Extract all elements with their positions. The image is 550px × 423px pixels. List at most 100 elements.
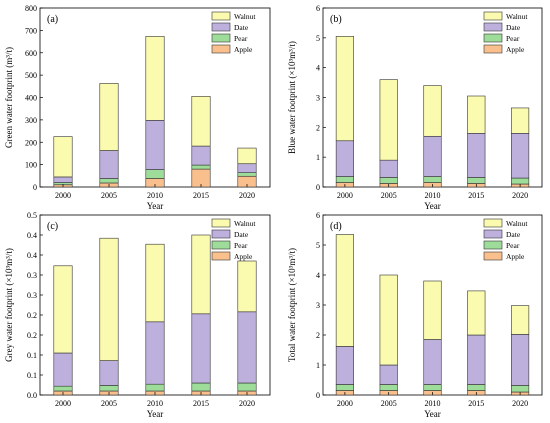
x-tick-label: 2005 <box>101 399 117 408</box>
bar-pear-2005 <box>99 385 119 392</box>
x-tick-label: 2020 <box>239 191 255 200</box>
bar-walnut-2010 <box>145 36 165 121</box>
bar-pear-2005 <box>379 384 398 391</box>
x-tick-label: 2010 <box>425 191 441 200</box>
legend-swatch-walnut <box>483 218 503 228</box>
legend-swatch-date <box>211 22 231 32</box>
x-tick-label: 2005 <box>381 399 397 408</box>
x-tick-label: 2005 <box>381 191 397 200</box>
y-tick-label: 0 <box>33 183 37 192</box>
x-tick-label: 2010 <box>425 399 441 408</box>
bar-date-2015 <box>467 133 486 178</box>
bar-pear-2000 <box>53 385 73 392</box>
bar-pear-2020 <box>237 172 257 177</box>
chart-panel-c: 0.0 0.1 0.1 0.2 0.2 0.3 0.3 0.4 0.4 0.5 2000 2005 20… <box>4 211 271 419</box>
bar-pear-2005 <box>99 178 119 184</box>
y-tick-label: 6 <box>316 4 320 13</box>
bar-walnut-2020 <box>237 147 257 165</box>
bar-date-2000 <box>335 140 354 177</box>
y-tick-label: 0.5 <box>27 211 37 220</box>
bar-pear-2020 <box>511 177 530 185</box>
bar-walnut-2015 <box>467 95 486 134</box>
bar-date-2010 <box>423 339 442 385</box>
bar-walnut-2005 <box>379 79 398 161</box>
bar-pear-2010 <box>423 384 442 391</box>
legend-swatch-walnut <box>211 11 231 21</box>
x-axis-title: Year <box>147 201 164 211</box>
bar-walnut-2020 <box>237 260 257 313</box>
bar-walnut-2010 <box>145 243 165 323</box>
y-tick-label: 0.4 <box>27 251 37 260</box>
bar-date-2020 <box>511 334 530 386</box>
bar-date-2000 <box>335 346 354 385</box>
bar-date-2015 <box>467 334 486 385</box>
x-tick-label: 2000 <box>55 399 71 408</box>
y-tick-label: 4 <box>316 64 320 73</box>
y-axis-title: Grey water footprint (×10³m³/t) <box>4 248 14 362</box>
bar-walnut-2000 <box>53 265 73 354</box>
y-tick-label: 0.4 <box>27 231 37 240</box>
y-tick-label: 1 <box>316 361 320 370</box>
legend-label-date: Date <box>506 230 521 239</box>
legend-label-walnut: Walnut <box>506 219 528 228</box>
bar-pear-2010 <box>145 169 165 179</box>
legend-label-date: Date <box>234 23 249 32</box>
bar-date-2000 <box>53 176 73 183</box>
legend-label-apple: Apple <box>234 45 253 54</box>
legend-swatch-date <box>483 229 503 239</box>
bar-date-2010 <box>145 321 165 385</box>
legend-swatch-date <box>211 229 231 239</box>
x-tick-label: 2020 <box>512 191 528 200</box>
bar-walnut-2010 <box>423 280 442 340</box>
bar-date-2005 <box>379 159 398 178</box>
legend-label-date: Date <box>506 23 521 32</box>
y-tick-label: 6 <box>316 211 320 220</box>
bar-date-2015 <box>191 313 211 384</box>
bar-date-2015 <box>191 145 211 166</box>
x-tick-label: 2020 <box>239 399 255 408</box>
x-tick-label: 2010 <box>147 399 163 408</box>
y-tick-label: 700 <box>25 26 37 35</box>
legend-label-walnut: Walnut <box>234 12 256 21</box>
y-tick-label: 0 <box>316 183 320 192</box>
legend-swatch-apple <box>211 251 231 261</box>
legend-label-pear: Pear <box>506 34 520 43</box>
x-axis-title: Year <box>424 409 441 419</box>
legend-label-pear: Pear <box>234 34 248 43</box>
bar-pear-2015 <box>191 164 211 170</box>
x-tick-label: 2015 <box>193 191 209 200</box>
y-tick-label: 2 <box>316 123 320 132</box>
bar-walnut-2000 <box>335 36 354 142</box>
bar-pear-2000 <box>335 384 354 391</box>
y-axis-title: Green water footprint (m³/t) <box>4 47 14 148</box>
y-tick-label: 600 <box>25 49 37 58</box>
bar-walnut-2015 <box>191 96 211 147</box>
bar-pear-2015 <box>467 384 486 391</box>
x-axis-title: Year <box>424 201 441 211</box>
y-tick-label: 0.2 <box>27 311 37 320</box>
bar-date-2020 <box>237 311 257 384</box>
y-tick-label: 5 <box>316 34 320 43</box>
x-tick-label: 2015 <box>193 399 209 408</box>
legend: Walnut Date Pear Apple <box>211 218 256 261</box>
bar-pear-2015 <box>191 382 211 392</box>
y-tick-label: 400 <box>25 94 37 103</box>
bar-date-2010 <box>145 120 165 170</box>
chart-panel-a: 0 100 200 300 400 500 600 700 800 2000 2005 2010 201… <box>4 4 271 211</box>
bar-walnut-2015 <box>467 290 486 336</box>
y-tick-label: 200 <box>25 138 37 147</box>
y-tick-label: 0.0 <box>27 391 37 400</box>
x-tick-label: 2005 <box>101 191 117 200</box>
y-tick-label: 1 <box>316 153 320 162</box>
legend-swatch-walnut <box>211 218 231 228</box>
y-tick-label: 5 <box>316 241 320 250</box>
bar-pear-2020 <box>237 382 257 392</box>
y-tick-label: 0.2 <box>27 331 37 340</box>
legend-swatch-date <box>483 22 503 32</box>
bar-date-2000 <box>53 352 73 387</box>
bar-walnut-2015 <box>191 234 211 315</box>
y-tick-label: 300 <box>25 116 37 125</box>
legend: Walnut Date Pear Apple <box>211 11 256 54</box>
y-tick-label: 0.3 <box>27 291 37 300</box>
